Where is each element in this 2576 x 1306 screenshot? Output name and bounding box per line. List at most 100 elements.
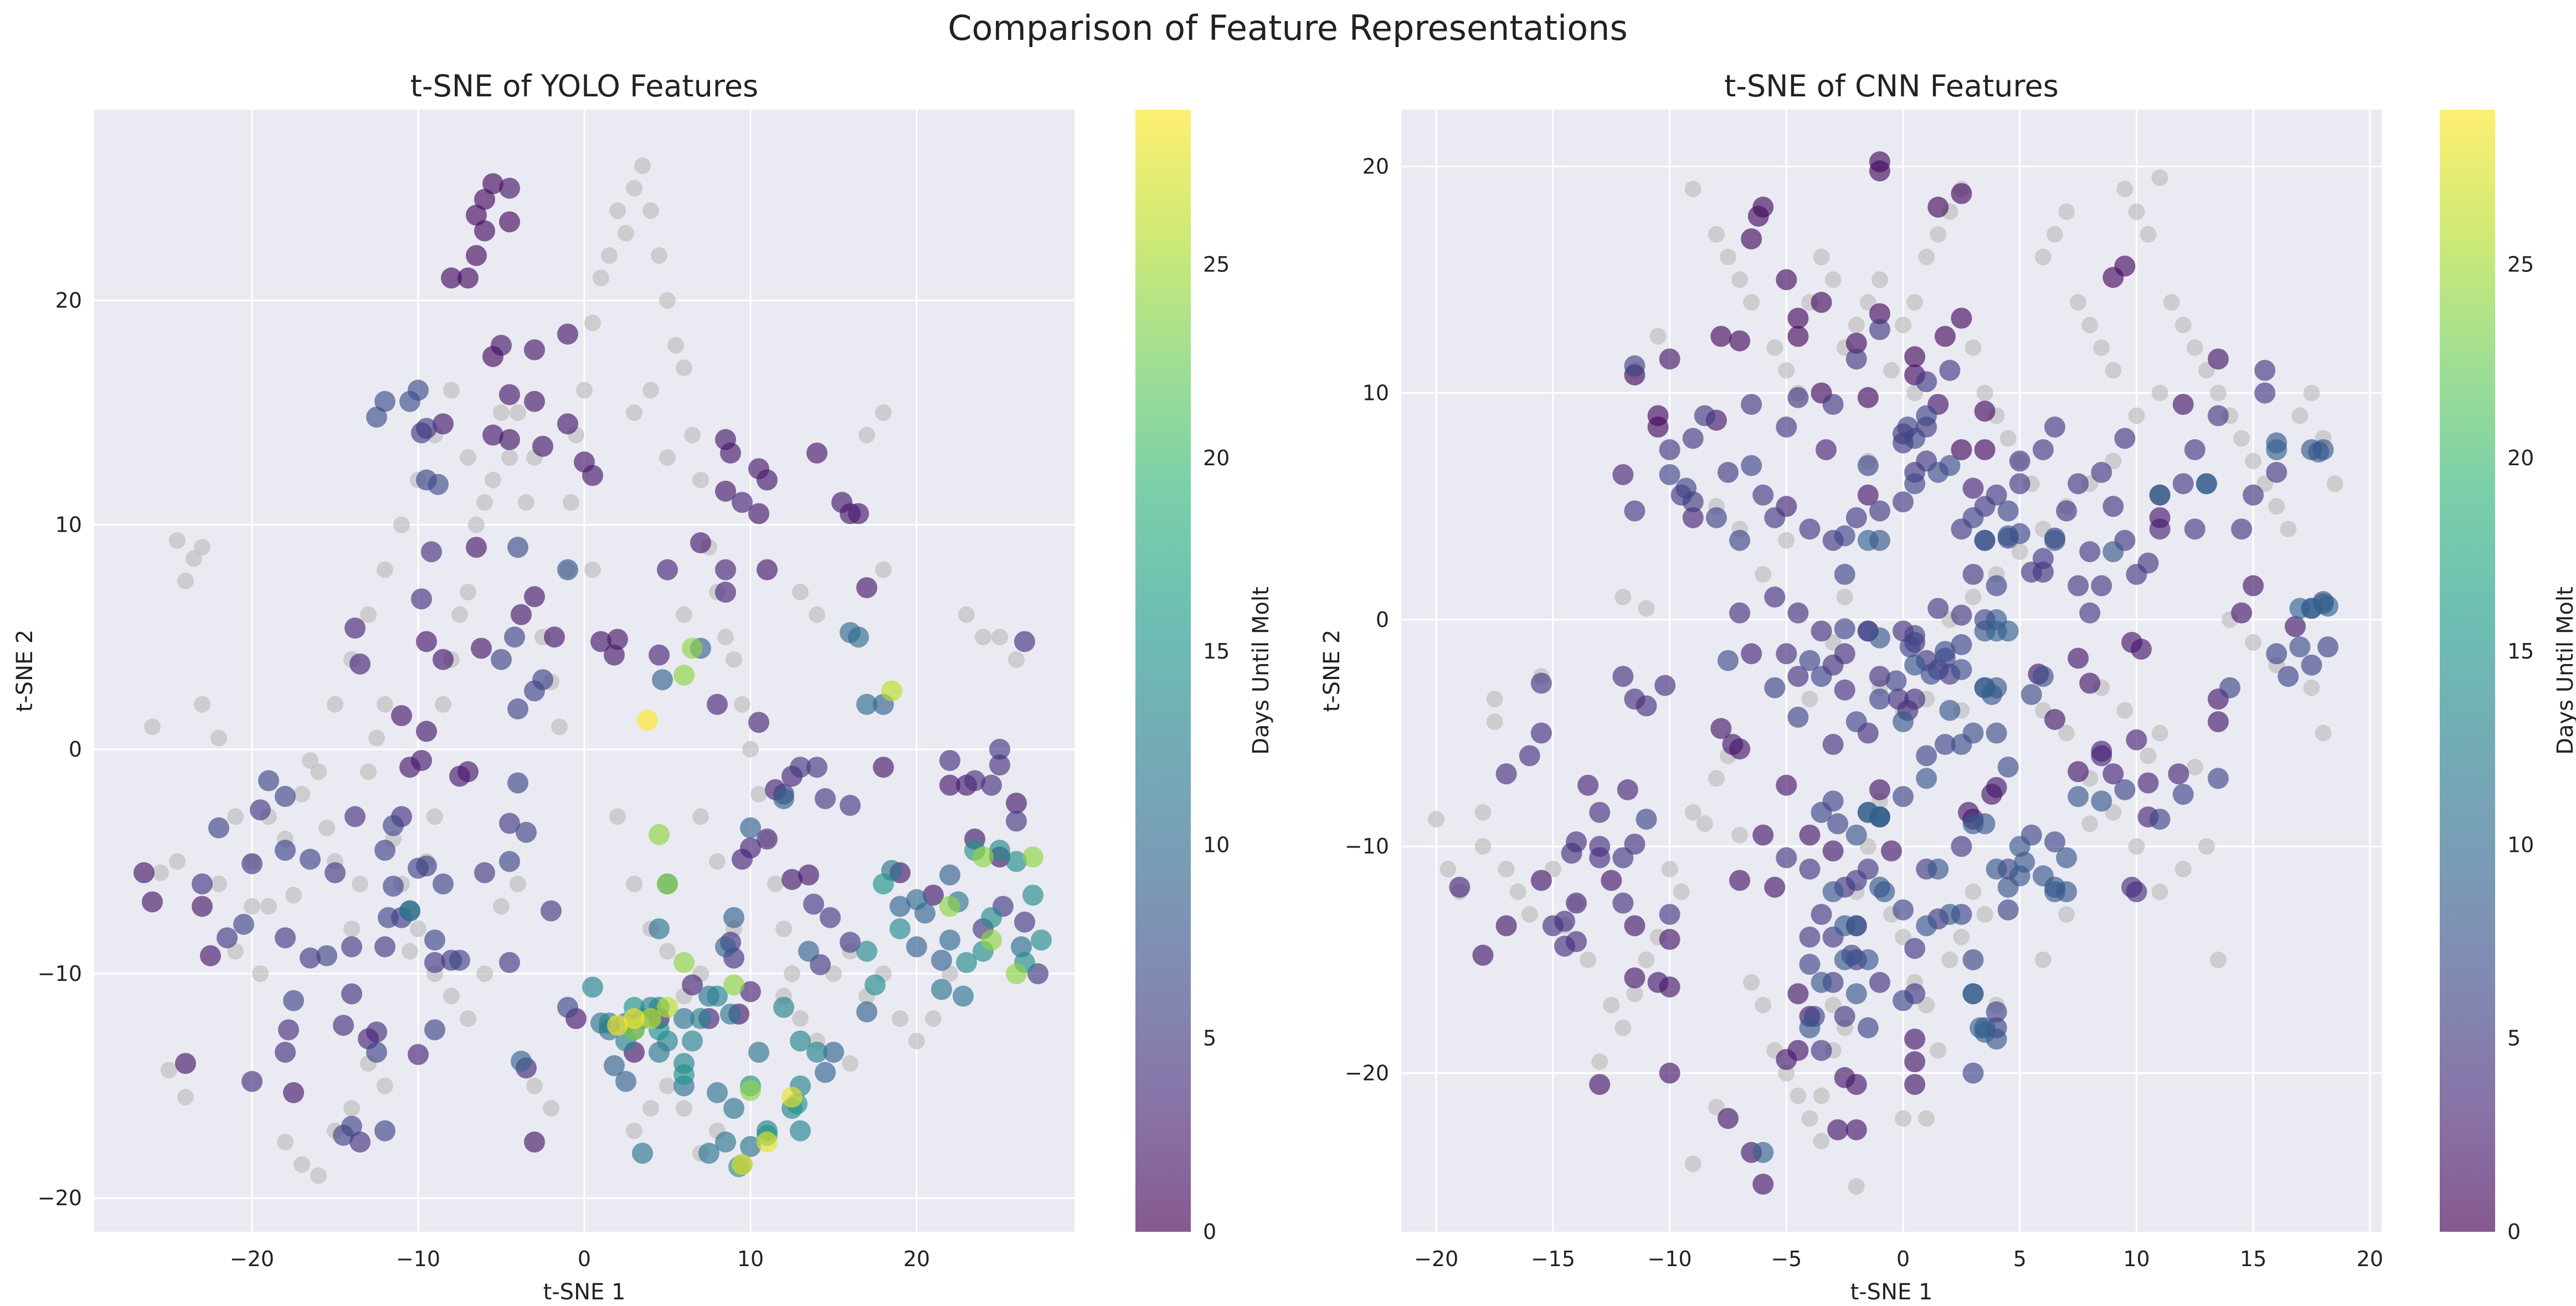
scatter-point [374, 390, 395, 412]
scatter-point-unlabeled [609, 202, 626, 219]
scatter-point [732, 1154, 753, 1175]
scatter-point-unlabeled [2245, 634, 2262, 651]
scatter-point-unlabeled [1813, 249, 1830, 266]
scatter-point [1974, 439, 1996, 460]
scatter-point [1845, 824, 1867, 846]
scatter-point [873, 757, 894, 778]
scatter-point [457, 267, 479, 289]
scatter-point [1659, 1062, 1680, 1084]
scatter-point [1811, 666, 1832, 687]
scatter-point-unlabeled [310, 1167, 327, 1184]
scatter-point [557, 996, 578, 1018]
y-tick-label: 10 [1362, 381, 1389, 405]
scatter-point [1472, 944, 1494, 966]
scatter-point [939, 750, 960, 772]
scatter-point [411, 422, 432, 444]
scatter-point-unlabeled [2093, 339, 2110, 356]
scatter-point [441, 267, 462, 289]
scatter-point-unlabeled [1895, 316, 1912, 333]
scatter-point-unlabeled [692, 808, 709, 825]
scatter-point [723, 1098, 744, 1119]
scatter-point [2079, 672, 2101, 694]
scatter-point-unlabeled [842, 1055, 858, 1072]
scatter-point [325, 862, 346, 883]
scatter-point-unlabeled [1895, 1110, 1912, 1127]
scatter-point [1845, 332, 1867, 354]
scatter-point [2231, 602, 2253, 624]
scatter-point [2254, 382, 2276, 404]
scatter-point-unlabeled [360, 763, 377, 780]
scatter-point-unlabeled [1755, 566, 1772, 583]
scatter-point-unlabeled [194, 696, 210, 713]
scatter-point [657, 996, 678, 1018]
scatter-point-unlabeled [1813, 1087, 1830, 1104]
scatter-point-unlabeled [2186, 339, 2203, 356]
scatter-point [408, 1043, 429, 1065]
scatter-point-unlabeled [526, 1077, 543, 1094]
scatter-point [333, 1124, 354, 1146]
scatter-point [582, 976, 603, 998]
scatter-point [275, 785, 296, 807]
scatter-point [748, 1041, 769, 1063]
scatter-point [2184, 439, 2205, 460]
scatter-point [856, 577, 877, 599]
chart-yolo: −20 −10 0 10 20 −20 −10 0 10 20 t-SNE of YOLO Feat… [12, 69, 1274, 1305]
grid [94, 110, 1074, 1232]
scatter-point-unlabeled [958, 606, 975, 623]
scatter-point-unlabeled [1941, 951, 1958, 968]
scatter-point-unlabeled [252, 965, 269, 983]
scatter-point [1827, 813, 1849, 835]
scatter-point-unlabeled [767, 875, 784, 892]
scatter-point [1951, 604, 1972, 626]
scatter-point-unlabeled [310, 763, 327, 780]
x-tick-label: −20 [230, 1247, 274, 1271]
scatter-point [1530, 672, 1552, 694]
scatter-point [482, 424, 503, 446]
scatter-point [1799, 824, 1821, 846]
scatter-point [1006, 810, 1027, 832]
scatter-point [283, 1082, 304, 1103]
scatter-point [707, 693, 728, 715]
scatter-point-unlabeled [1836, 588, 1853, 605]
scatter-point [341, 936, 362, 958]
scatter-point [1893, 786, 1914, 808]
scatter-point [2301, 654, 2322, 676]
scatter-point [698, 1143, 719, 1164]
scatter-point [1904, 1073, 1926, 1095]
scatter-point [1787, 307, 1809, 329]
scatter-point [2032, 439, 2054, 460]
scatter-point [1939, 359, 1961, 381]
scatter-point-unlabeled [676, 359, 692, 376]
scatter-point [1776, 417, 1797, 438]
scatter-point [1974, 529, 1996, 551]
scatter-point [781, 1086, 803, 1108]
colorbar [1135, 110, 1191, 1232]
scatter-point [421, 541, 442, 563]
scatter-point [2172, 394, 2194, 415]
scatter-point [1612, 847, 1634, 868]
scatter-point-unlabeled [2140, 747, 2157, 764]
scatter-point [275, 1041, 296, 1063]
scatter-point-unlabeled [518, 494, 534, 511]
scatter-point-unlabeled [991, 629, 1008, 646]
scatter-point [1834, 915, 1855, 937]
scatter-point [544, 626, 565, 648]
scatter-point [740, 1136, 761, 1158]
scatter-point [1741, 643, 1762, 665]
scatter-point-unlabeled [659, 292, 676, 309]
scatter-point-unlabeled [1976, 384, 1993, 402]
scatter-point [806, 1041, 827, 1063]
scatter-point [1495, 915, 1517, 937]
scatter-point-unlabeled [684, 426, 701, 444]
scatter-point [1787, 706, 1809, 728]
scatter-point [1729, 330, 1751, 352]
scatter-point-unlabeled [875, 404, 892, 421]
scatter-point-unlabeled [563, 494, 579, 511]
scatter-point [1845, 348, 1867, 370]
scatter-point-unlabeled [435, 696, 451, 713]
scatter-point [1729, 870, 1751, 891]
x-tick-label: 10 [2123, 1247, 2150, 1271]
scatter-point [1962, 813, 1984, 835]
scatter-point [424, 1019, 445, 1041]
scatter-point [2068, 473, 2089, 495]
